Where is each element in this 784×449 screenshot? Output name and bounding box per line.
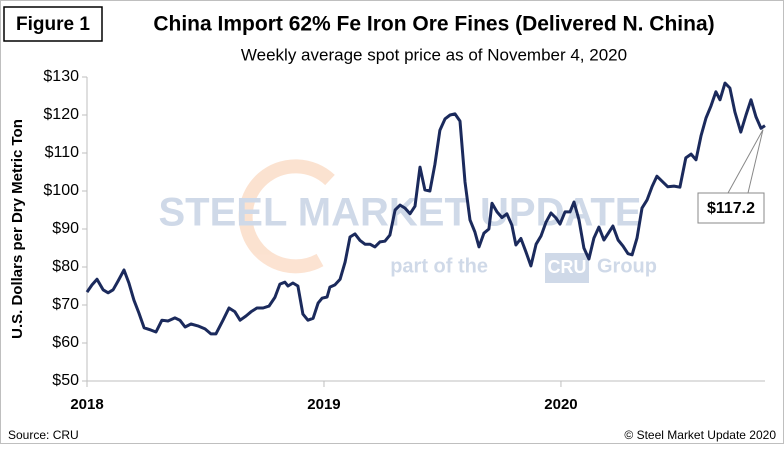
figure-box bbox=[3, 6, 103, 42]
source: Source: CRU bbox=[8, 428, 79, 442]
y-tick-label: $130 bbox=[43, 68, 79, 85]
watermark-brand: STEEL MARKET UPDATE bbox=[159, 191, 642, 235]
figure-label: Figure 1 bbox=[16, 14, 90, 35]
y-tick-label: $100 bbox=[43, 182, 79, 199]
chart-title: China Import 62% Fe Iron Ore Fines (Deli… bbox=[153, 13, 714, 36]
watermark-logo-text: CRU bbox=[548, 257, 587, 277]
y-tick-label: $110 bbox=[45, 144, 80, 161]
watermark: STEEL MARKET UPDATE part of the CRU Grou… bbox=[159, 159, 657, 283]
y-axis-label: U.S. Dollars per Dry Metric Ton bbox=[9, 119, 26, 339]
x-tick-label: 2020 bbox=[544, 396, 577, 413]
x-tick-label: 2018 bbox=[70, 396, 103, 413]
callout-box bbox=[697, 192, 765, 224]
y-tick-label: $60 bbox=[52, 334, 79, 351]
annotation: $117.2 bbox=[707, 200, 755, 217]
copyright: © Steel Market Update 2020 bbox=[624, 428, 776, 442]
price-line bbox=[85, 81, 766, 336]
watermark-logo bbox=[545, 253, 589, 283]
watermark-tagline: Group bbox=[597, 255, 657, 277]
y-tick-label: $70 bbox=[52, 296, 79, 313]
y-tick-label: $80 bbox=[52, 258, 79, 275]
y-tick-label: $50 bbox=[52, 372, 79, 389]
y-tick-label: $90 bbox=[52, 220, 79, 237]
y-tick-label: $120 bbox=[43, 106, 79, 123]
watermark-tagline: part of the bbox=[390, 255, 488, 277]
chart-subtitle: Weekly average spot price as of November… bbox=[241, 45, 627, 64]
x-tick-label: 2019 bbox=[307, 396, 340, 413]
watermark-swoosh bbox=[238, 159, 335, 274]
